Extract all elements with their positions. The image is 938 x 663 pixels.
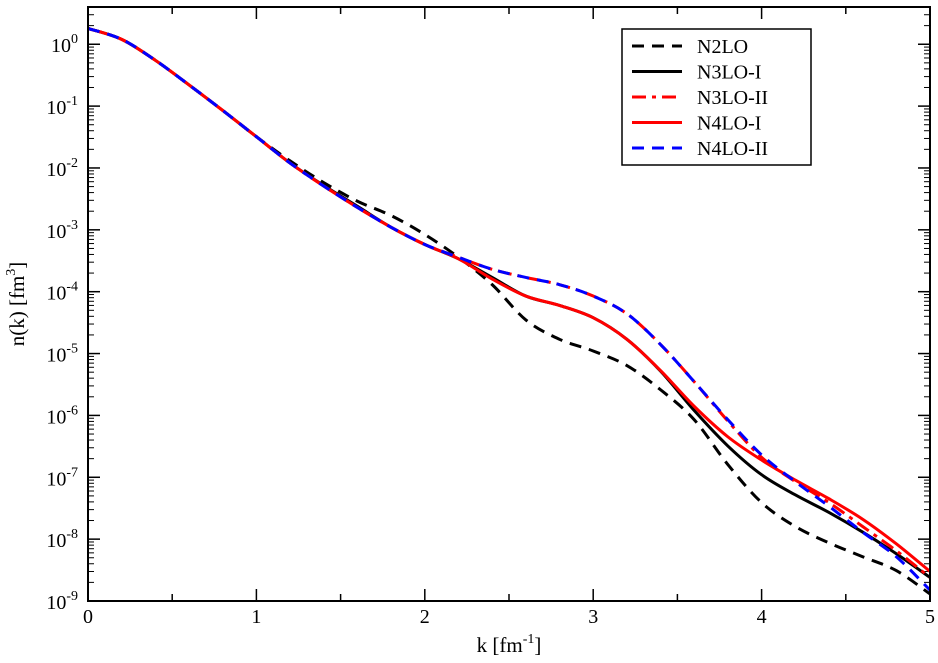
legend-label: N3LO-I bbox=[697, 62, 761, 84]
y-tick-label: 100 bbox=[51, 32, 78, 57]
series-line-n4lo-ii bbox=[87, 27, 932, 592]
y-tick-label: 10-9 bbox=[46, 589, 78, 614]
y-tick-label: 10-4 bbox=[46, 280, 78, 305]
x-axis-label: k [fm-1] bbox=[477, 632, 542, 657]
x-tick-label: 2 bbox=[420, 606, 430, 628]
plot-frame bbox=[87, 6, 931, 602]
y-tick-label: 10-7 bbox=[46, 465, 78, 490]
y-tick-label: 10-2 bbox=[46, 156, 78, 181]
x-tick-label: 0 bbox=[83, 606, 93, 628]
y-tick-label: 10-6 bbox=[46, 403, 78, 428]
legend-label: N4LO-I bbox=[697, 113, 761, 135]
legend-label: N2LO bbox=[697, 36, 748, 58]
axis-labels: 0 1 2 3 4 5 100 10-1 10-2 10-3 10-4 10-5 10-6 10-7 10-… bbox=[4, 32, 935, 657]
x-tick-label: 5 bbox=[925, 606, 935, 628]
legend-label: N4LO-II bbox=[697, 138, 768, 160]
y-axis-label: n(k) [fm3] bbox=[4, 262, 29, 347]
x-tick-label: 3 bbox=[588, 606, 598, 628]
legend-label: N3LO-II bbox=[697, 87, 768, 109]
y-tick-label: 10-3 bbox=[46, 218, 78, 243]
y-tick-label: 10-8 bbox=[46, 527, 78, 552]
x-tick-label: 4 bbox=[757, 606, 767, 628]
y-tick-label: 10-1 bbox=[46, 94, 78, 119]
series-layer bbox=[87, 27, 932, 596]
legend: N2LO N3LO-I N3LO-II N4LO-I N4LO-II bbox=[621, 28, 812, 166]
x-tick-label: 1 bbox=[251, 606, 261, 628]
y-tick-label: 10-5 bbox=[46, 342, 78, 367]
